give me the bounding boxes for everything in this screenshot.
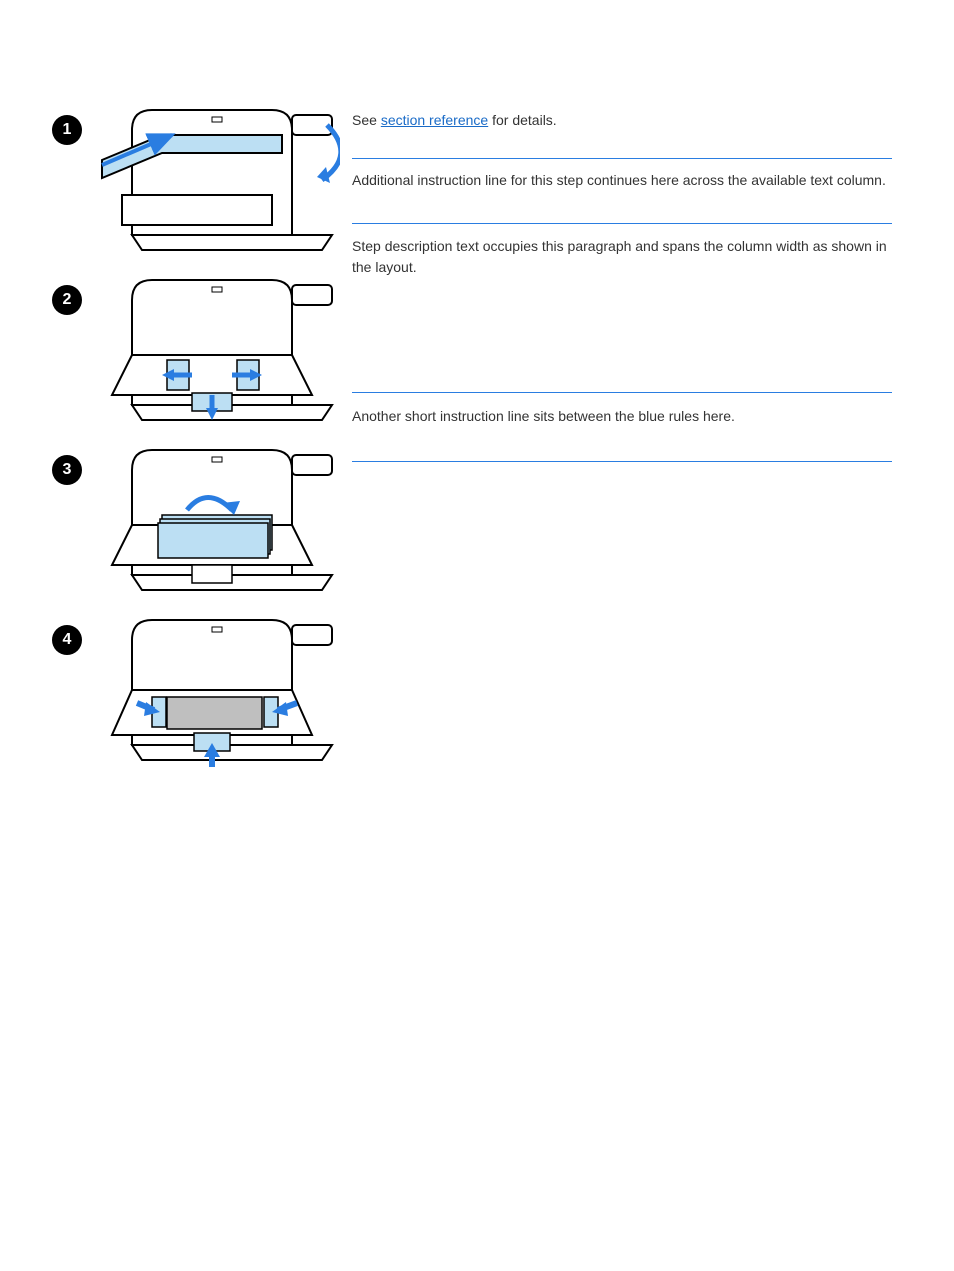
step-number-badge: 4	[52, 625, 82, 655]
divider	[352, 392, 892, 393]
paragraph-4: Another short instruction line sits betw…	[352, 406, 892, 427]
link-text[interactable]: section reference	[381, 112, 488, 128]
page: 1	[0, 0, 954, 1271]
divider	[352, 461, 892, 462]
text-span: Step description text occupies this para…	[352, 238, 887, 275]
illustration-step-3	[92, 445, 340, 595]
illustration-step-2	[92, 275, 340, 425]
divider	[352, 223, 892, 224]
text-span: Additional instruction line for this ste…	[352, 172, 886, 188]
step-number-badge: 2	[52, 285, 82, 315]
text-span: See	[352, 112, 381, 128]
text-span: for details.	[488, 112, 556, 128]
illustration-step-4	[92, 615, 340, 770]
paragraph-2: Additional instruction line for this ste…	[352, 170, 892, 191]
illustration-step-1	[92, 105, 340, 255]
paragraph-1: See section reference for details.	[352, 110, 892, 131]
divider	[352, 158, 892, 159]
text-span: Another short instruction line sits betw…	[352, 408, 735, 424]
step-number-badge: 3	[52, 455, 82, 485]
step-number-badge: 1	[52, 115, 82, 145]
paragraph-3: Step description text occupies this para…	[352, 236, 892, 278]
